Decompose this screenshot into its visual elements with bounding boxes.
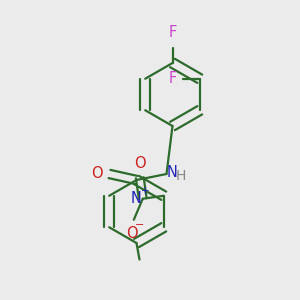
Text: O: O (134, 156, 146, 171)
Text: H: H (176, 169, 187, 183)
Text: F: F (168, 26, 177, 40)
Text: F: F (169, 71, 177, 86)
Text: O: O (91, 166, 103, 181)
Text: O: O (127, 226, 138, 241)
Text: +: + (141, 186, 149, 196)
Text: N: N (130, 191, 141, 206)
Text: −: − (134, 220, 144, 230)
Text: N: N (167, 165, 178, 180)
